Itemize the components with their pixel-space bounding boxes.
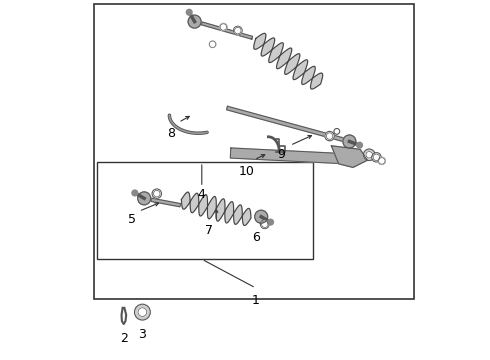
Circle shape bbox=[364, 149, 375, 161]
Circle shape bbox=[188, 15, 201, 28]
Text: 10: 10 bbox=[239, 165, 255, 177]
Circle shape bbox=[138, 192, 151, 205]
Circle shape bbox=[209, 41, 216, 48]
Polygon shape bbox=[151, 198, 180, 207]
Circle shape bbox=[357, 142, 363, 148]
Circle shape bbox=[268, 219, 273, 225]
Circle shape bbox=[209, 41, 216, 48]
Circle shape bbox=[152, 189, 162, 198]
Circle shape bbox=[325, 131, 334, 141]
Circle shape bbox=[326, 133, 333, 139]
Text: 1: 1 bbox=[252, 294, 260, 307]
Circle shape bbox=[220, 24, 227, 30]
Circle shape bbox=[186, 9, 192, 15]
Polygon shape bbox=[181, 192, 251, 225]
Circle shape bbox=[233, 26, 242, 35]
Circle shape bbox=[343, 135, 356, 148]
Circle shape bbox=[366, 152, 372, 158]
Circle shape bbox=[255, 210, 268, 223]
Circle shape bbox=[262, 221, 268, 228]
Polygon shape bbox=[226, 106, 346, 142]
Bar bbox=[98, 162, 314, 259]
Circle shape bbox=[372, 153, 381, 162]
Text: 4: 4 bbox=[198, 188, 206, 201]
Polygon shape bbox=[230, 148, 339, 163]
Circle shape bbox=[261, 220, 269, 229]
Text: 3: 3 bbox=[139, 328, 147, 341]
Polygon shape bbox=[201, 22, 253, 39]
Polygon shape bbox=[331, 146, 368, 167]
Circle shape bbox=[235, 27, 241, 34]
Circle shape bbox=[138, 308, 147, 316]
Circle shape bbox=[373, 154, 380, 161]
Text: 6: 6 bbox=[252, 231, 260, 244]
Text: 7: 7 bbox=[205, 224, 213, 237]
Text: 9: 9 bbox=[277, 148, 285, 161]
Circle shape bbox=[134, 304, 150, 320]
Text: 5: 5 bbox=[127, 213, 136, 226]
Polygon shape bbox=[254, 33, 323, 89]
Text: 8: 8 bbox=[167, 127, 175, 140]
Circle shape bbox=[378, 157, 386, 165]
Text: 2: 2 bbox=[121, 332, 128, 345]
Bar bbox=[94, 4, 414, 299]
Circle shape bbox=[132, 190, 138, 196]
Circle shape bbox=[220, 23, 227, 31]
Circle shape bbox=[379, 158, 385, 164]
Circle shape bbox=[153, 190, 160, 197]
